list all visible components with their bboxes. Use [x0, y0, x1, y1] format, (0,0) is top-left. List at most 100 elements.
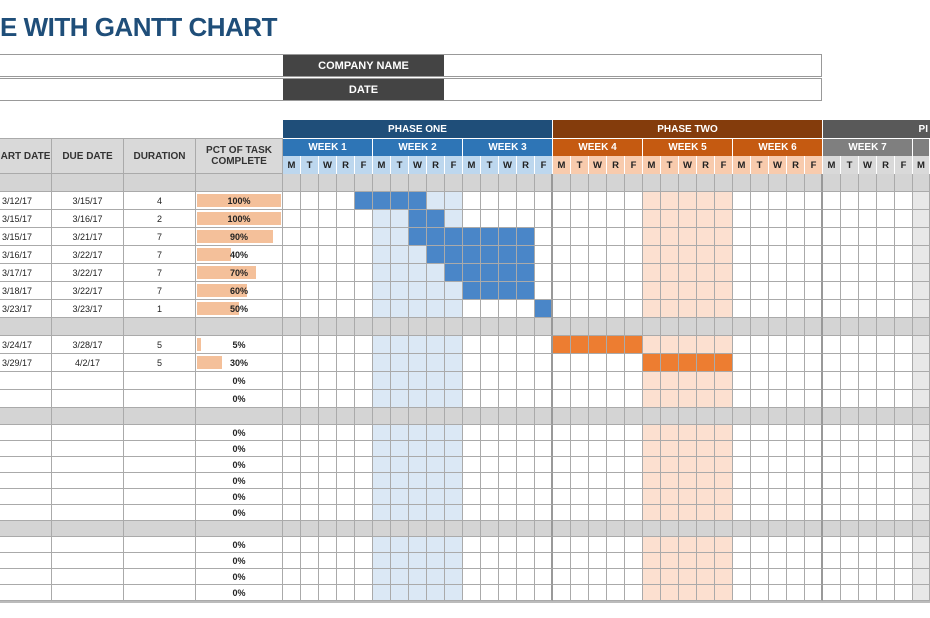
gantt-cell[interactable] [499, 585, 517, 601]
gantt-cell[interactable] [391, 489, 409, 505]
gantt-cell[interactable] [301, 390, 319, 408]
gantt-bar-cell[interactable] [427, 246, 445, 264]
gantt-bar-cell[interactable] [679, 354, 697, 372]
gantt-cell[interactable] [301, 300, 319, 318]
gantt-cell[interactable] [589, 300, 607, 318]
gantt-bar-cell[interactable] [481, 264, 499, 282]
gantt-cell[interactable] [481, 390, 499, 408]
gantt-cell[interactable] [733, 553, 751, 569]
gantt-cell[interactable] [913, 300, 930, 318]
gantt-cell[interactable] [625, 441, 643, 457]
group-row-cell[interactable] [0, 318, 52, 336]
gantt-bar-cell[interactable] [661, 354, 679, 372]
gantt-cell[interactable] [787, 521, 805, 537]
gantt-cell[interactable] [877, 228, 895, 246]
gantt-cell[interactable] [373, 264, 391, 282]
gantt-cell[interactable] [589, 408, 607, 425]
gantt-cell[interactable] [355, 372, 373, 390]
gantt-cell[interactable] [355, 246, 373, 264]
gantt-cell[interactable] [355, 425, 373, 441]
gantt-cell[interactable] [283, 264, 301, 282]
gantt-cell[interactable] [859, 473, 877, 489]
gantt-bar-cell[interactable] [553, 336, 571, 354]
gantt-cell[interactable] [805, 372, 823, 390]
gantt-cell[interactable] [301, 473, 319, 489]
gantt-cell[interactable] [553, 354, 571, 372]
gantt-bar-cell[interactable] [715, 354, 733, 372]
gantt-cell[interactable] [535, 457, 553, 473]
gantt-cell[interactable] [463, 425, 481, 441]
gantt-cell[interactable] [913, 408, 930, 425]
task-pct-cell[interactable]: 30% [196, 354, 283, 372]
gantt-cell[interactable] [607, 210, 625, 228]
gantt-cell[interactable] [463, 473, 481, 489]
gantt-cell[interactable] [787, 390, 805, 408]
gantt-cell[interactable] [859, 457, 877, 473]
gantt-cell[interactable] [841, 246, 859, 264]
gantt-cell[interactable] [679, 192, 697, 210]
gantt-cell[interactable] [319, 553, 337, 569]
task-duration-cell[interactable] [124, 441, 196, 457]
gantt-cell[interactable] [787, 282, 805, 300]
task-due-cell[interactable] [52, 473, 124, 489]
task-duration-cell[interactable]: 7 [124, 246, 196, 264]
gantt-cell[interactable] [337, 354, 355, 372]
gantt-cell[interactable] [895, 264, 913, 282]
gantt-cell[interactable] [805, 537, 823, 553]
gantt-cell[interactable] [895, 390, 913, 408]
gantt-cell[interactable] [427, 473, 445, 489]
gantt-cell[interactable] [283, 372, 301, 390]
gantt-cell[interactable] [391, 264, 409, 282]
gantt-cell[interactable] [301, 372, 319, 390]
gantt-cell[interactable] [823, 372, 841, 390]
gantt-cell[interactable] [499, 372, 517, 390]
gantt-cell[interactable] [319, 473, 337, 489]
gantt-cell[interactable] [661, 192, 679, 210]
gantt-cell[interactable] [787, 264, 805, 282]
gantt-cell[interactable] [607, 354, 625, 372]
gantt-cell[interactable] [301, 282, 319, 300]
gantt-cell[interactable] [733, 390, 751, 408]
gantt-cell[interactable] [373, 553, 391, 569]
gantt-cell[interactable] [625, 585, 643, 601]
gantt-cell[interactable] [697, 264, 715, 282]
gantt-cell[interactable] [499, 174, 517, 192]
gantt-cell[interactable] [535, 246, 553, 264]
gantt-cell[interactable] [661, 318, 679, 336]
gantt-bar-cell[interactable] [499, 282, 517, 300]
gantt-cell[interactable] [877, 318, 895, 336]
task-start-cell[interactable]: 3/16/17 [0, 246, 52, 264]
gantt-cell[interactable] [481, 372, 499, 390]
gantt-cell[interactable] [625, 372, 643, 390]
task-duration-cell[interactable] [124, 473, 196, 489]
gantt-cell[interactable] [769, 210, 787, 228]
gantt-cell[interactable] [787, 425, 805, 441]
group-row-cell[interactable] [196, 408, 283, 425]
gantt-cell[interactable] [715, 569, 733, 585]
gantt-cell[interactable] [463, 408, 481, 425]
task-due-cell[interactable] [52, 425, 124, 441]
gantt-cell[interactable] [589, 505, 607, 521]
gantt-cell[interactable] [697, 425, 715, 441]
gantt-bar-cell[interactable] [517, 228, 535, 246]
gantt-cell[interactable] [751, 210, 769, 228]
gantt-cell[interactable] [355, 457, 373, 473]
gantt-cell[interactable] [481, 569, 499, 585]
gantt-cell[interactable] [427, 192, 445, 210]
task-due-cell[interactable]: 3/23/17 [52, 300, 124, 318]
gantt-cell[interactable] [841, 569, 859, 585]
gantt-cell[interactable] [499, 210, 517, 228]
gantt-cell[interactable] [571, 210, 589, 228]
task-due-cell[interactable] [52, 569, 124, 585]
gantt-cell[interactable] [769, 569, 787, 585]
gantt-cell[interactable] [409, 354, 427, 372]
gantt-cell[interactable] [661, 228, 679, 246]
task-due-cell[interactable] [52, 553, 124, 569]
gantt-bar-cell[interactable] [355, 192, 373, 210]
gantt-cell[interactable] [679, 473, 697, 489]
gantt-cell[interactable] [409, 569, 427, 585]
gantt-cell[interactable] [823, 425, 841, 441]
gantt-cell[interactable] [535, 390, 553, 408]
gantt-cell[interactable] [895, 425, 913, 441]
gantt-cell[interactable] [913, 390, 930, 408]
